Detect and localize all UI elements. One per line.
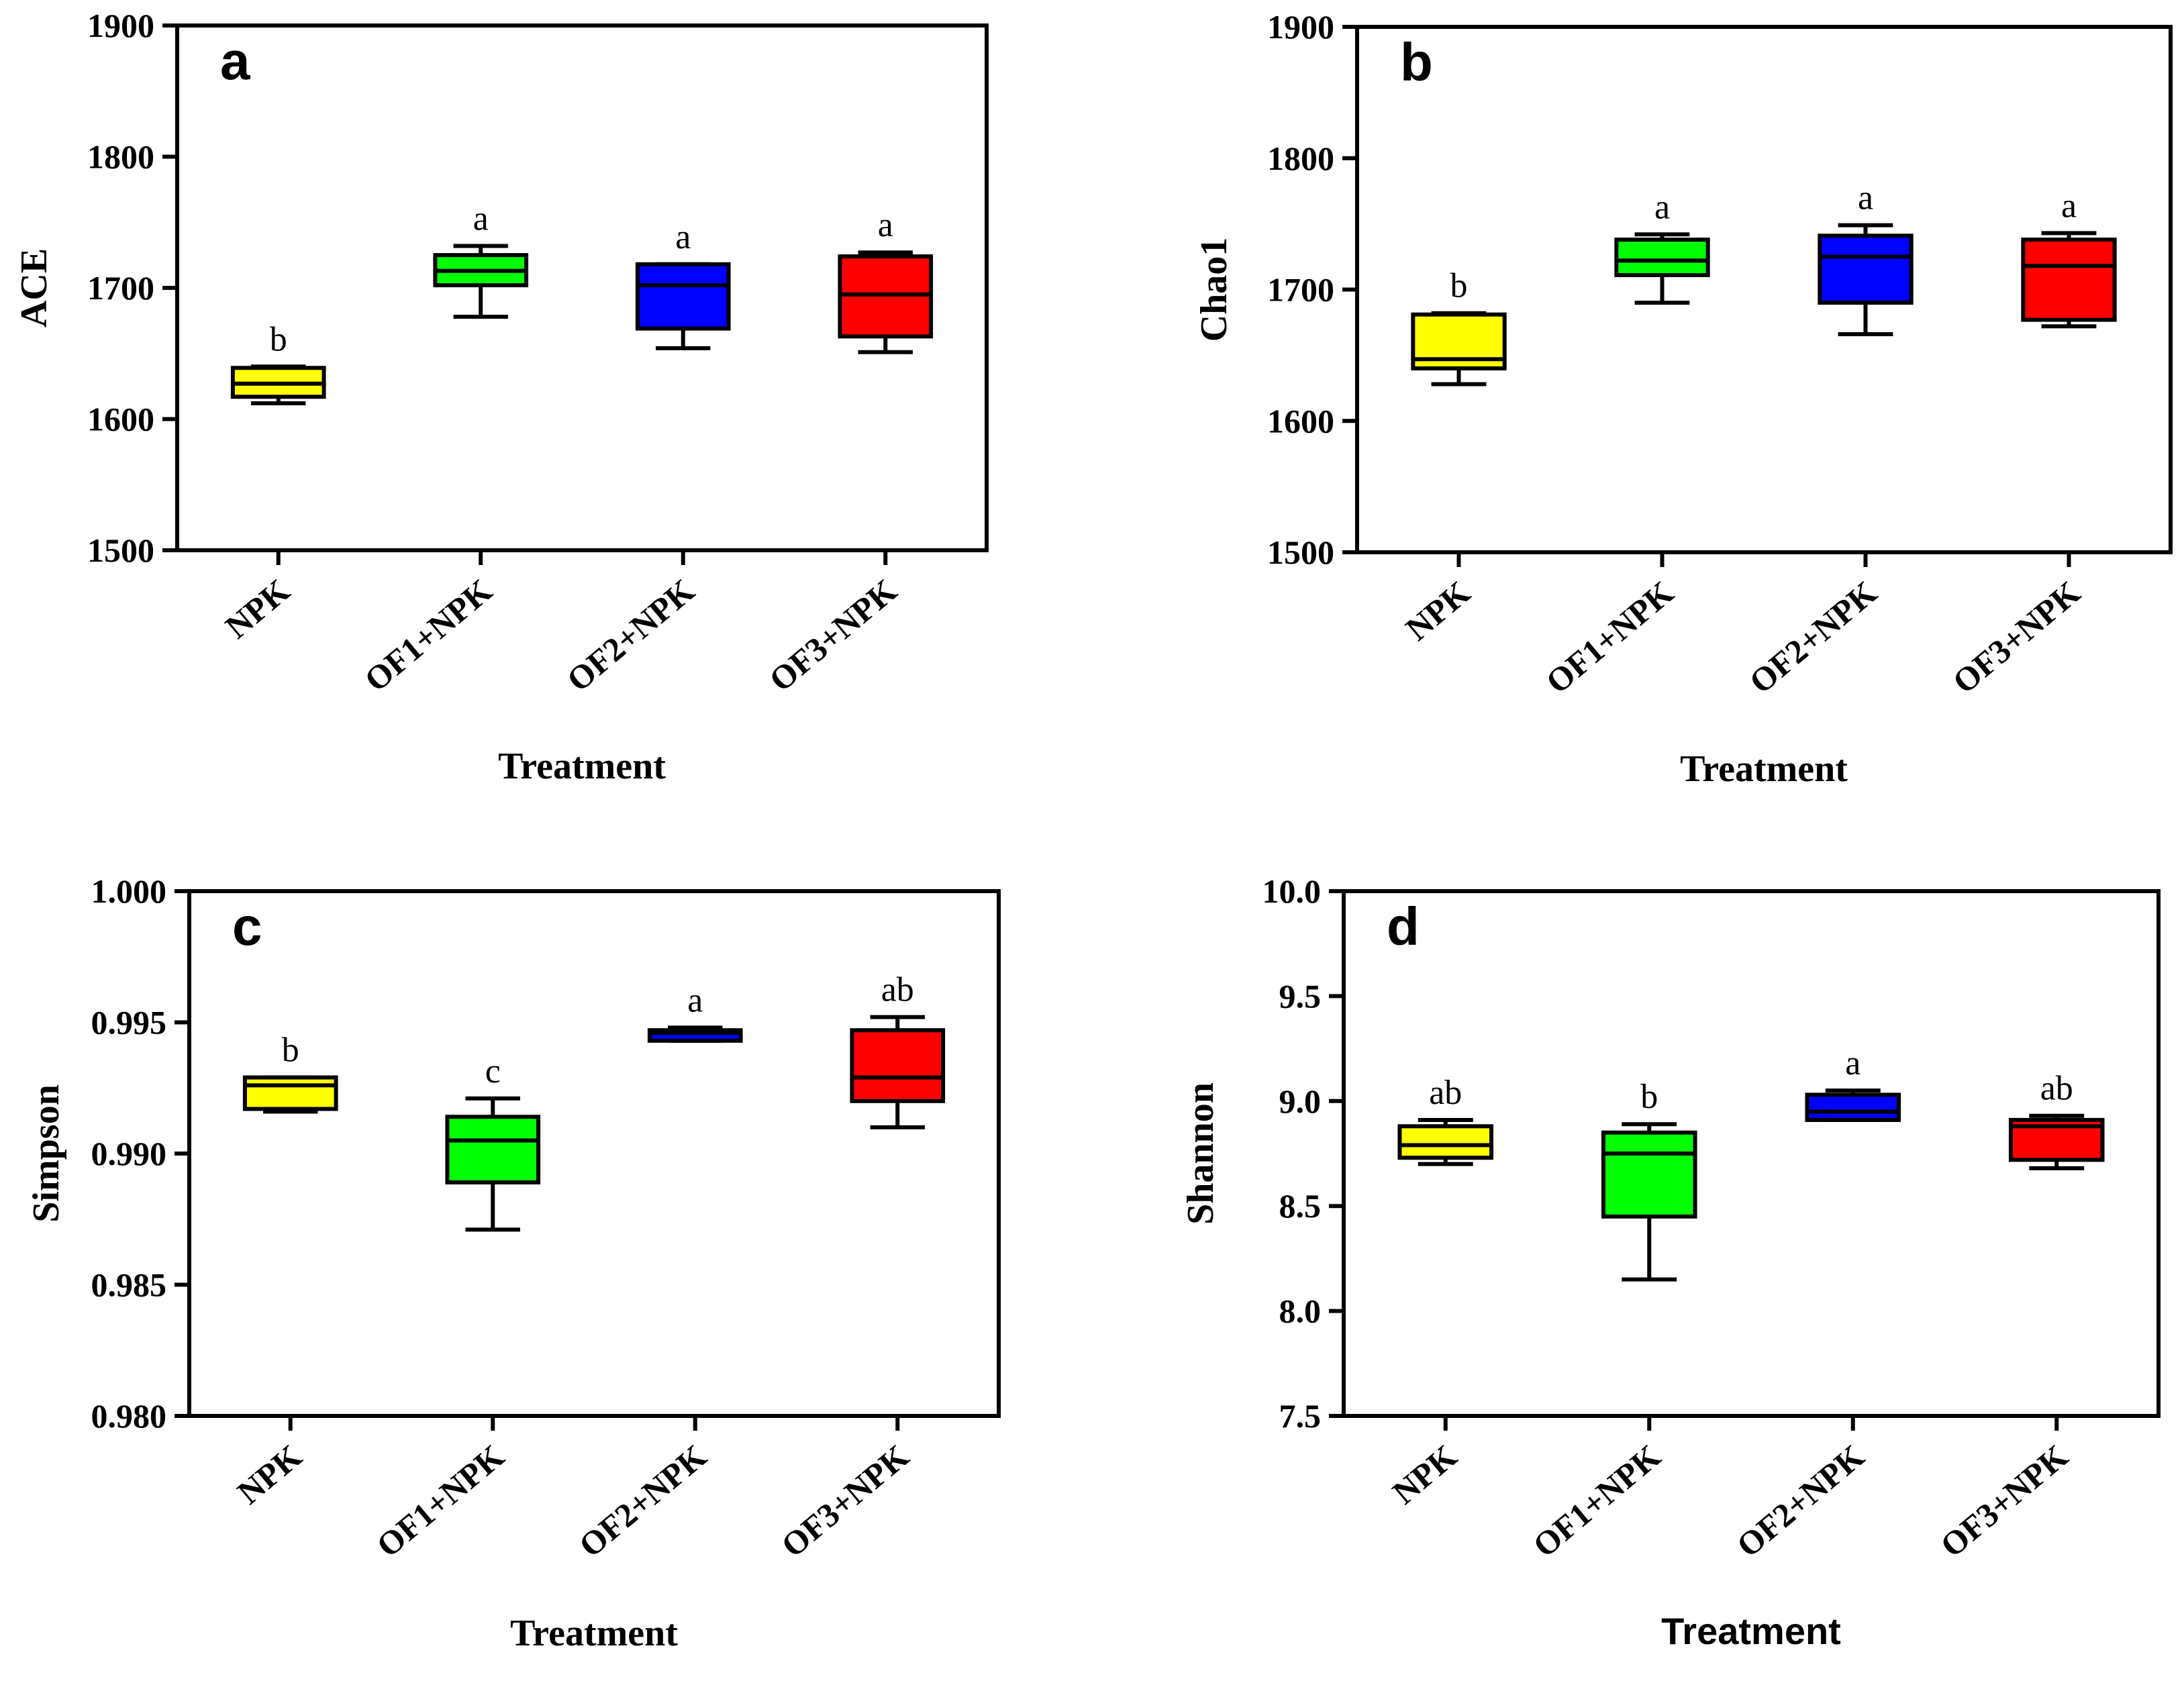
box-of3-npk xyxy=(850,1028,946,1103)
x-tick-label: OF2+NPK xyxy=(1742,573,1884,701)
significance-label: a xyxy=(1858,179,1873,217)
panel-d: 7.5 8.0 8.5 9.0 9.5 10.0 Shannon Treatment d NPK a… xyxy=(1180,872,2161,1652)
x-tick-label: OF3+NPK xyxy=(1946,573,2087,701)
y-tick-label: 1900 xyxy=(1267,8,1334,46)
plot-frame xyxy=(187,889,1001,1418)
x-tick-label: NPK xyxy=(1399,573,1477,648)
y-tick-label: 0.980 xyxy=(91,1397,167,1435)
y-tick-label: 8.5 xyxy=(1279,1187,1322,1225)
x-tick-label: NPK xyxy=(230,1437,309,1511)
x-tick-label: OF2+NPK xyxy=(560,571,701,699)
y-tick-label: 7.5 xyxy=(1279,1397,1322,1435)
panel-letter: b xyxy=(1400,32,1433,92)
y-tick-label: 1800 xyxy=(1267,140,1334,177)
panel-b: 1500 1600 1700 1800 1900 Chao1 Treatment b NPK b O… xyxy=(1193,8,2173,790)
box-of3-npk xyxy=(2021,238,2117,322)
significance-label: b xyxy=(1450,267,1468,305)
significance-label: b xyxy=(1640,1078,1658,1116)
y-tick-label: 10.0 xyxy=(1262,872,1322,910)
x-tick-label: NPK xyxy=(218,571,297,646)
significance-label: c xyxy=(485,1052,501,1090)
significance-label: b xyxy=(282,1031,299,1070)
x-tick-label: OF3+NPK xyxy=(1933,1437,2075,1564)
y-tick-label: 0.985 xyxy=(91,1266,167,1304)
box-of2-npk xyxy=(1805,1092,1901,1122)
y-tick-label: 9.0 xyxy=(1279,1082,1322,1120)
y-tick-label: 9.5 xyxy=(1279,977,1322,1015)
y-tick-label: 1600 xyxy=(1267,402,1334,440)
x-tick-label: OF3+NPK xyxy=(774,1437,915,1564)
x-tick-label: NPK xyxy=(1385,1437,1464,1511)
y-tick-label: 8.0 xyxy=(1279,1292,1322,1330)
significance-label: a xyxy=(1654,188,1670,226)
significance-label: a xyxy=(1845,1044,1860,1082)
x-axis-title: Treatment xyxy=(498,746,666,787)
significance-label: ab xyxy=(1429,1074,1462,1112)
x-axis-title: Treatment xyxy=(1680,748,1848,790)
box-of2-npk xyxy=(635,262,731,331)
x-tick-label: OF1+NPK xyxy=(1539,573,1681,701)
panel-letter: a xyxy=(220,31,250,91)
panel-letter: d xyxy=(1387,897,1420,956)
box-of2-npk xyxy=(1818,234,1914,305)
y-axis-title: ACE xyxy=(13,248,55,327)
x-tick-label: OF1+NPK xyxy=(357,571,499,699)
y-tick-label: 1700 xyxy=(1267,271,1334,309)
x-tick-label: OF2+NPK xyxy=(572,1437,713,1564)
significance-label: ab xyxy=(881,971,914,1009)
y-tick-label: 1600 xyxy=(87,401,154,438)
y-tick-label: 1500 xyxy=(87,531,154,569)
plot-frame xyxy=(1342,889,2161,1418)
box-of1-npk xyxy=(445,1115,541,1185)
box-npk xyxy=(242,1075,338,1111)
y-axis-title: Shannon xyxy=(1180,1082,1222,1225)
significance-label: b xyxy=(270,320,287,358)
x-tick-label: OF1+NPK xyxy=(369,1437,511,1564)
significance-label: a xyxy=(687,981,703,1019)
y-tick-label: 1700 xyxy=(87,269,154,307)
y-tick-label: 1800 xyxy=(87,138,154,176)
y-tick-label: 1900 xyxy=(87,7,154,44)
panel-letter: c xyxy=(232,897,262,956)
significance-label: ab xyxy=(2040,1070,2073,1108)
significance-label: a xyxy=(878,206,893,244)
panel-a: 1500 1600 1700 1800 1900 ACE Treatment a NPK b OF1… xyxy=(13,7,989,787)
box-of1-npk xyxy=(1614,238,1710,277)
x-tick-label: OF3+NPK xyxy=(762,571,903,699)
y-axis-title: Chao1 xyxy=(1193,238,1235,342)
y-tick-label: 0.990 xyxy=(91,1135,167,1172)
y-tick-label: 1.000 xyxy=(91,872,167,910)
box-of1-npk xyxy=(1601,1130,1697,1219)
significance-label: a xyxy=(675,218,691,256)
x-tick-label: OF2+NPK xyxy=(1730,1437,1871,1564)
y-axis-title: Simpson xyxy=(26,1084,67,1222)
panel-c: 0.980 0.985 0.990 0.995 1.000 Simpson Treatmen… xyxy=(26,872,1001,1654)
box-npk xyxy=(1397,1124,1494,1160)
y-tick-label: 0.995 xyxy=(91,1004,167,1041)
x-axis-title: Treatment xyxy=(510,1613,678,1654)
y-tick-label: 1500 xyxy=(1267,533,1334,571)
significance-label: a xyxy=(473,199,489,238)
significance-label: a xyxy=(2061,187,2077,225)
x-tick-label: OF1+NPK xyxy=(1526,1437,1667,1564)
x-axis-title: Treatment xyxy=(1661,1610,1841,1652)
